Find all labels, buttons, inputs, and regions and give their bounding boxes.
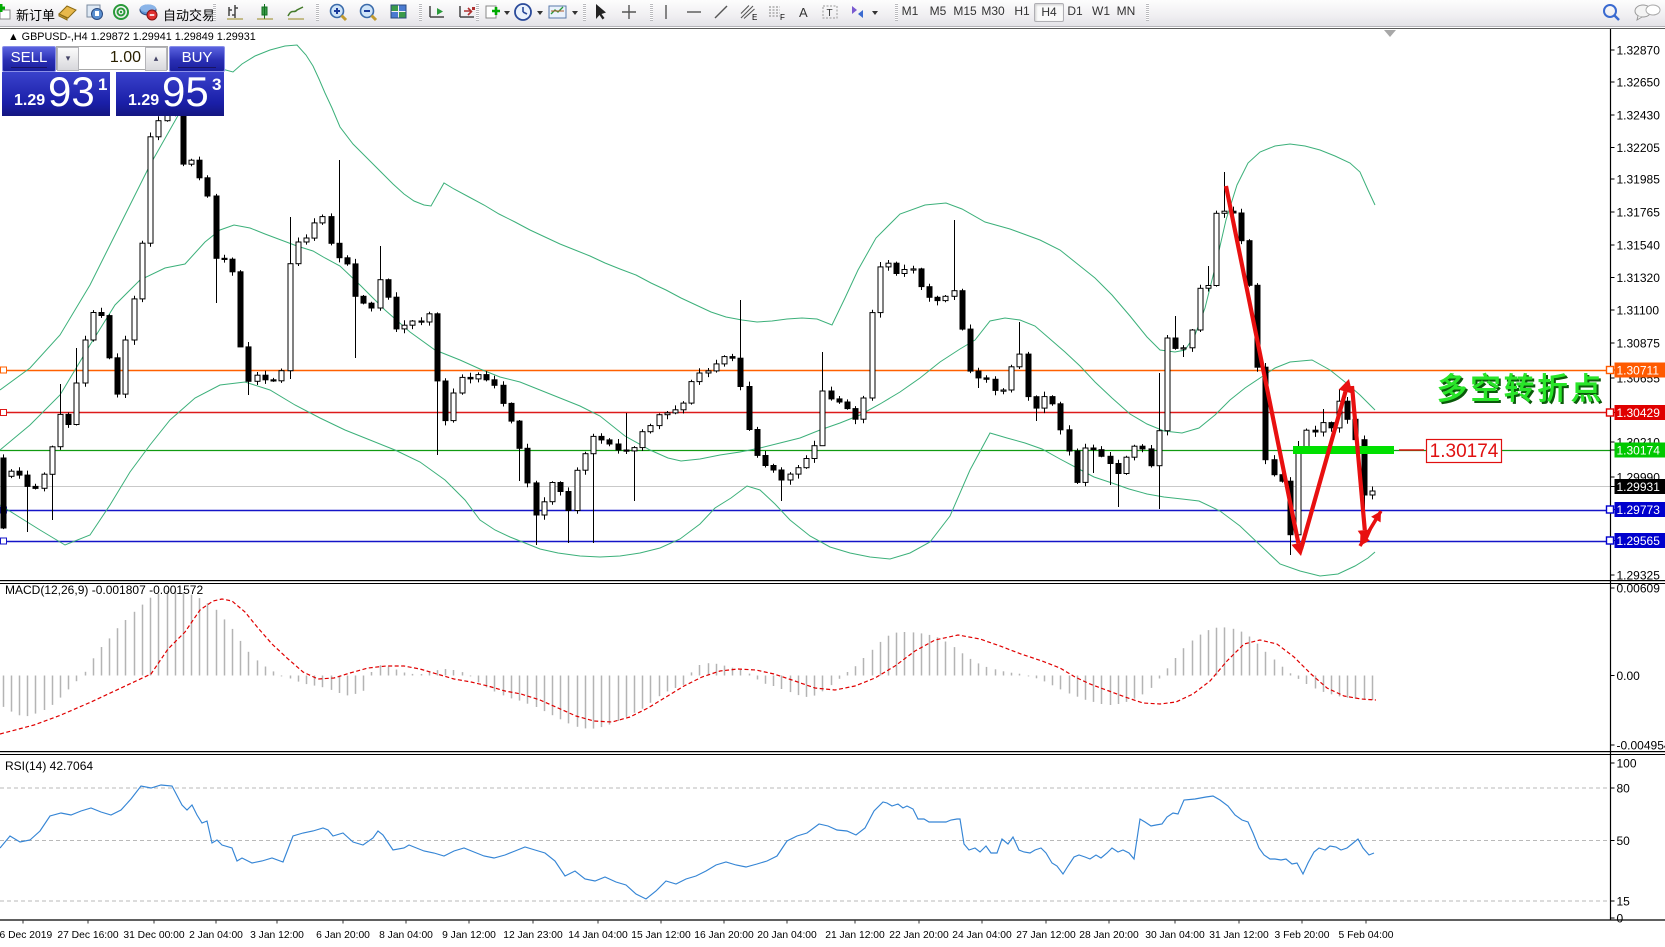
svg-text:31 Jan 12:00: 31 Jan 12:00 xyxy=(1209,930,1269,941)
svg-text:100: 100 xyxy=(1617,757,1637,771)
svg-text:RSI(14) 42.7064: RSI(14) 42.7064 xyxy=(5,759,93,773)
svg-text:3 Feb 20:00: 3 Feb 20:00 xyxy=(1275,930,1330,941)
svg-text:80: 80 xyxy=(1617,782,1631,796)
svg-text:22 Jan 20:00: 22 Jan 20:00 xyxy=(889,930,949,941)
svg-text:1.30875: 1.30875 xyxy=(1617,337,1661,351)
svg-text:12 Jan 23:00: 12 Jan 23:00 xyxy=(503,930,563,941)
svg-text:0.00: 0.00 xyxy=(1617,669,1641,683)
svg-text:21 Jan 12:00: 21 Jan 12:00 xyxy=(825,930,885,941)
svg-text:2 Jan 04:00: 2 Jan 04:00 xyxy=(189,930,243,941)
svg-text:▲ GBPUSD-,H4 1.29872 1.29941: ▲ GBPUSD-,H4 1.29872 1.29941 1.29849 1.2… xyxy=(8,31,256,43)
svg-text:50: 50 xyxy=(1617,834,1631,848)
svg-text:1.32430: 1.32430 xyxy=(1617,109,1661,123)
svg-text:20 Jan 04:00: 20 Jan 04:00 xyxy=(757,930,817,941)
svg-text:31 Dec 00:00: 31 Dec 00:00 xyxy=(123,930,185,941)
svg-text:A: A xyxy=(799,5,808,20)
svg-text:1.29773: 1.29773 xyxy=(1617,503,1661,517)
svg-text:1.29565: 1.29565 xyxy=(1617,534,1661,548)
svg-text:0.00609: 0.00609 xyxy=(1617,582,1661,596)
svg-text:1.31320: 1.31320 xyxy=(1617,271,1661,285)
svg-text:5 Feb 04:00: 5 Feb 04:00 xyxy=(1339,930,1394,941)
svg-text:多空转折点: 多空转折点 xyxy=(1437,373,1605,406)
svg-text:0: 0 xyxy=(1617,912,1624,926)
svg-text:1.30429: 1.30429 xyxy=(1617,406,1661,420)
svg-text:1.30711: 1.30711 xyxy=(1617,364,1660,378)
svg-text:1.29931: 1.29931 xyxy=(1617,480,1661,494)
svg-text:E: E xyxy=(752,13,757,22)
svg-text:F: F xyxy=(780,13,785,22)
svg-text:8 Jan 04:00: 8 Jan 04:00 xyxy=(379,930,433,941)
svg-text:1.30174: 1.30174 xyxy=(1617,444,1661,458)
svg-text:27 Jan 12:00: 27 Jan 12:00 xyxy=(1016,930,1076,941)
svg-text:1.31765: 1.31765 xyxy=(1617,206,1661,220)
svg-text:1.31985: 1.31985 xyxy=(1617,173,1661,187)
svg-text:1.29325: 1.29325 xyxy=(1617,569,1661,583)
svg-text:3 Jan 12:00: 3 Jan 12:00 xyxy=(250,930,304,941)
svg-text:1.32205: 1.32205 xyxy=(1617,141,1661,155)
svg-text:15: 15 xyxy=(1617,895,1631,909)
svg-text:T: T xyxy=(827,8,833,19)
svg-text:多空转折点: 多空转折点 xyxy=(1439,375,1607,408)
svg-text:26 Dec 2019: 26 Dec 2019 xyxy=(0,930,52,941)
svg-text:1.31540: 1.31540 xyxy=(1617,239,1661,253)
svg-text:-0.004954: -0.004954 xyxy=(1617,739,1665,753)
svg-text:1.32650: 1.32650 xyxy=(1617,76,1661,90)
svg-text:16 Jan 20:00: 16 Jan 20:00 xyxy=(694,930,754,941)
svg-text:1.30174: 1.30174 xyxy=(1430,441,1499,462)
svg-text:28 Jan 20:00: 28 Jan 20:00 xyxy=(1079,930,1139,941)
svg-text:6 Jan 20:00: 6 Jan 20:00 xyxy=(316,930,370,941)
svg-text:30 Jan 04:00: 30 Jan 04:00 xyxy=(1145,930,1205,941)
svg-text:1.31100: 1.31100 xyxy=(1617,304,1660,318)
svg-text:15 Jan 12:00: 15 Jan 12:00 xyxy=(631,930,691,941)
svg-text:24 Jan 04:00: 24 Jan 04:00 xyxy=(952,930,1012,941)
svg-text:27 Dec 16:00: 27 Dec 16:00 xyxy=(57,930,119,941)
svg-text:MACD(12,26,9) -0.001807 -0.001: MACD(12,26,9) -0.001807 -0.001572 xyxy=(5,583,203,597)
svg-text:9 Jan 12:00: 9 Jan 12:00 xyxy=(442,930,496,941)
svg-text:14 Jan 04:00: 14 Jan 04:00 xyxy=(568,930,628,941)
svg-text:1.32870: 1.32870 xyxy=(1617,44,1661,58)
